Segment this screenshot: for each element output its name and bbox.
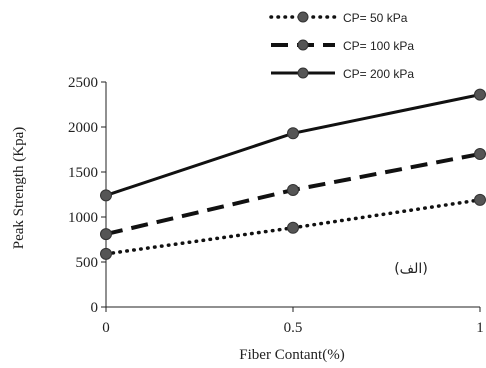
data-point	[474, 148, 486, 160]
y-tick-label: 2500	[68, 75, 98, 91]
y-axis-title: Peak Strength (Kpa)	[11, 127, 27, 249]
data-point	[287, 184, 299, 196]
x-axis-ticks: 0 0.5 1	[102, 307, 484, 336]
legend-item: CP= 100 kPa	[271, 39, 414, 53]
y-tick-label: 0	[91, 300, 99, 316]
y-axis-ticks: 0 500 1000 1500 2000 2500	[68, 75, 106, 316]
x-tick-label: 0	[102, 320, 110, 336]
data-point	[287, 221, 299, 234]
series-dotted	[100, 193, 486, 260]
legend-label: CP= 100 kPa	[343, 39, 414, 53]
chart-series	[100, 88, 486, 260]
chart-legend: CP= 50 kPa CP= 100 kPa CP= 200 kPa	[269, 11, 414, 81]
legend-marker	[297, 67, 309, 79]
data-point	[100, 189, 112, 202]
data-point	[100, 247, 112, 260]
panel-annotation: (الف)	[394, 261, 428, 277]
legend-item: CP= 50 kPa	[269, 11, 408, 25]
x-axis-title: Fiber Contant(%)	[239, 347, 344, 363]
data-point	[474, 88, 486, 101]
legend-marker	[297, 39, 309, 51]
series-dashed	[100, 148, 486, 241]
y-tick-label: 1000	[68, 210, 98, 226]
data-point	[474, 193, 486, 206]
y-tick-label: 1500	[68, 165, 98, 181]
data-point	[287, 127, 299, 140]
x-tick-label: 1	[476, 320, 484, 336]
legend-label: CP= 50 kPa	[343, 11, 408, 25]
y-tick-label: 2000	[68, 120, 98, 136]
series-solid	[100, 88, 486, 202]
data-point	[100, 228, 112, 241]
legend-item: CP= 200 kPa	[271, 67, 414, 81]
y-tick-label: 500	[76, 255, 99, 271]
legend-label: CP= 200 kPa	[343, 67, 414, 81]
x-tick-label: 0.5	[284, 320, 303, 336]
series-line	[105, 93, 481, 197]
legend-marker	[297, 11, 309, 23]
